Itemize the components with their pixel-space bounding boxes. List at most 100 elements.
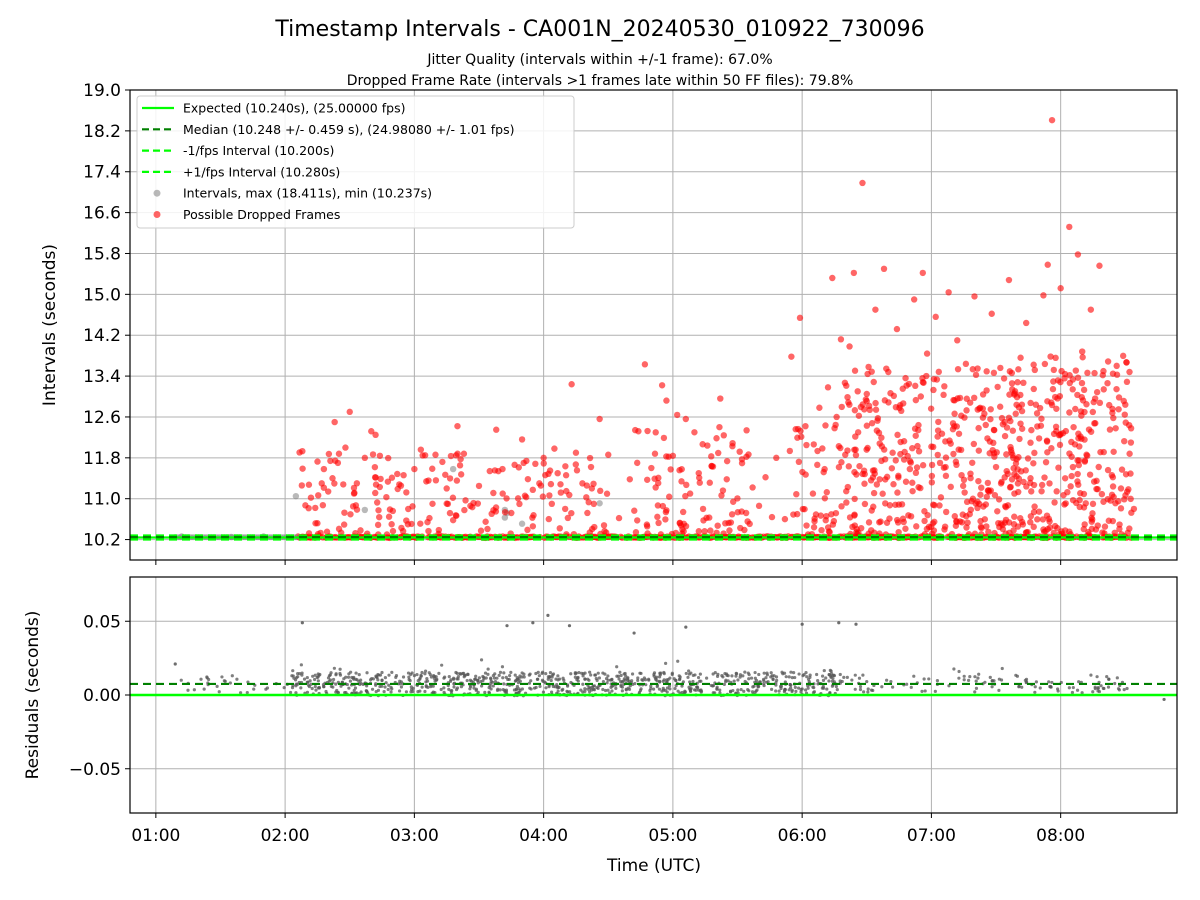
dropped-frame-point xyxy=(524,526,531,534)
dropped-frame-point xyxy=(1068,453,1075,460)
dropped-frame-point xyxy=(1123,378,1131,386)
dropped-frame-point xyxy=(933,376,941,383)
residual-point xyxy=(588,670,592,674)
dropped-frame-point xyxy=(1027,475,1034,482)
dropped-frame-point xyxy=(446,509,454,517)
residual-point xyxy=(824,676,828,680)
dropped-frame-point xyxy=(1038,488,1045,495)
residual-point xyxy=(1070,690,1075,695)
residual-point xyxy=(548,671,553,675)
dropped-frame-point xyxy=(680,528,687,535)
residual-point xyxy=(437,671,441,675)
residual-point xyxy=(489,676,493,680)
dropped-frame-point xyxy=(1010,527,1017,534)
dropped-frame-point xyxy=(862,396,870,403)
intervals-panel: 10.2 11.0 11.8 12.6 13.4 14.2 15.0 15.8 16.6 17.4… xyxy=(40,81,1178,565)
dropped-frame-point xyxy=(682,415,690,423)
residual-point xyxy=(390,670,394,675)
dropped-frame-point xyxy=(716,423,723,431)
residual-point xyxy=(359,690,363,694)
dropped-frame-point xyxy=(1121,411,1128,418)
dropped-frame-point xyxy=(1041,360,1049,368)
dropped-frame-point xyxy=(524,475,532,483)
residual-point xyxy=(1107,677,1111,681)
residual-point xyxy=(880,685,884,689)
residual-point xyxy=(1020,685,1024,689)
residual-point xyxy=(738,675,742,679)
residual-point xyxy=(459,685,464,689)
residual-point xyxy=(610,689,614,693)
x-tick-label: 06:00 xyxy=(778,826,827,846)
residual-point xyxy=(614,686,618,690)
dropped-frame-point xyxy=(424,518,431,526)
residual-point xyxy=(680,684,684,688)
residual-point xyxy=(305,690,310,694)
residual-point xyxy=(371,677,376,681)
residual-point xyxy=(386,687,390,692)
dropped-frame-point xyxy=(1005,519,1013,526)
dropped-frame-point xyxy=(486,467,493,475)
dropped-frame-point xyxy=(516,500,523,508)
dropped-frame-point xyxy=(932,313,939,321)
dropped-frame-point xyxy=(853,471,860,478)
dropped-frame-point xyxy=(883,473,891,481)
chart-subtitle-dropped: Dropped Frame Rate (intervals >1 frames … xyxy=(347,73,854,89)
dropped-frame-point xyxy=(529,486,537,494)
residual-point xyxy=(235,677,239,681)
residual-point xyxy=(299,686,303,690)
residual-point xyxy=(779,686,783,691)
dropped-frame-point xyxy=(325,450,333,458)
dropped-frame-point xyxy=(889,449,896,456)
dropped-frame-point xyxy=(1074,374,1082,381)
residual-point xyxy=(574,671,578,675)
residual-point xyxy=(1125,686,1129,691)
residual-point xyxy=(409,685,413,689)
residual-point xyxy=(308,679,312,683)
residual-point xyxy=(549,690,554,694)
residual-point xyxy=(909,685,913,689)
residual-point xyxy=(466,672,470,677)
dropped-frame-point xyxy=(986,438,994,445)
dropped-frame-point xyxy=(1000,375,1008,382)
dropped-frame-point xyxy=(718,492,725,499)
dropped-frame-point xyxy=(351,489,358,497)
residual-point xyxy=(565,684,570,688)
residual-point xyxy=(192,688,196,692)
dropped-frame-point xyxy=(1054,395,1061,402)
dropped-frame-point xyxy=(982,421,989,429)
dropped-frame-point xyxy=(1081,436,1088,443)
dropped-frame-point xyxy=(662,516,669,523)
dropped-frame-point xyxy=(809,490,817,497)
dropped-frame-point xyxy=(843,499,850,506)
dropped-frame-point xyxy=(1069,386,1076,393)
dropped-frame-point xyxy=(979,414,987,421)
dropped-frame-point xyxy=(439,458,446,466)
residual-point xyxy=(692,688,697,692)
dropped-frame-point xyxy=(987,415,994,423)
dropped-frame-point xyxy=(893,325,901,333)
dropped-frame-point xyxy=(691,429,698,436)
dropped-frame-point xyxy=(596,415,603,423)
dropped-frame-point xyxy=(1013,456,1020,463)
residual-point xyxy=(668,687,672,691)
dropped-frame-point xyxy=(346,408,353,416)
dropped-frame-point xyxy=(994,383,1001,391)
dropped-frame-point xyxy=(695,469,702,477)
dropped-frame-point xyxy=(852,446,859,453)
residual-point xyxy=(306,683,311,687)
residual-point xyxy=(774,681,778,685)
dropped-frame-point xyxy=(462,497,469,504)
dropped-frame-point xyxy=(425,527,432,535)
residual-point xyxy=(1047,680,1051,684)
residual-point xyxy=(977,672,981,676)
legend-marker xyxy=(153,211,161,218)
residual-point xyxy=(920,689,924,693)
dropped-frame-point xyxy=(1013,393,1021,401)
dropped-frame-point xyxy=(963,407,970,414)
dropped-frame-point xyxy=(930,501,937,508)
residual-point xyxy=(465,678,469,683)
dropped-frame-point xyxy=(319,501,327,509)
dropped-frame-point xyxy=(959,482,967,490)
residual-point xyxy=(550,673,555,677)
residual-point xyxy=(354,671,358,675)
